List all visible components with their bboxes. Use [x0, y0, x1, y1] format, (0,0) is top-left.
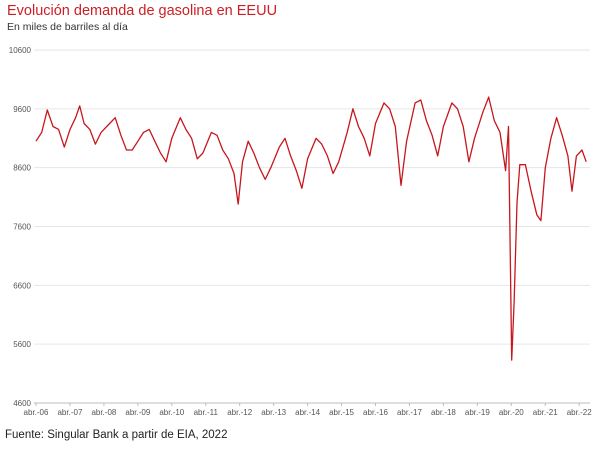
y-tick-label: 7600 — [13, 223, 31, 232]
x-tick-label: abr.-21 — [533, 408, 558, 417]
x-tick-label: abr.-11 — [194, 408, 219, 417]
y-tick-label: 5600 — [13, 340, 31, 349]
y-tick-label: 4600 — [13, 399, 31, 408]
y-tick-label: 9600 — [13, 105, 31, 114]
x-tick-label: abr.-13 — [261, 408, 286, 417]
x-axis: abr.-06 abr.-07 abr.-08 abr.-09 abr.-10 abr.-… — [24, 402, 592, 417]
x-tick-label: abr.-18 — [431, 408, 456, 417]
y-tick-label: 6600 — [13, 281, 31, 290]
chart-source: Fuente: Singular Bank a partir de EIA, 2… — [5, 429, 228, 441]
x-tick-label: abr.-16 — [363, 408, 388, 417]
y-tick-label: 10600 — [9, 46, 32, 55]
x-tick-label: abr.-22 — [567, 408, 592, 417]
series-layer — [35, 96, 587, 361]
y-axis: 4600 5600 6600 7600 8600 9600 10600 — [9, 46, 32, 408]
x-tick-label: abr.-15 — [329, 408, 354, 417]
grid-lines — [34, 49, 590, 404]
x-tick-label: abr.-10 — [159, 408, 184, 417]
x-tick-label: abr.-09 — [125, 408, 150, 417]
x-tick-label: abr.-08 — [91, 408, 116, 417]
x-tick-label: abr.-06 — [24, 408, 49, 417]
x-tick-label: abr.-07 — [57, 408, 82, 417]
x-tick-label: abr.-14 — [295, 408, 320, 417]
series-line-0 — [35, 96, 587, 361]
x-tick-label: abr.-17 — [397, 408, 422, 417]
chart-title: Evolución demanda de gasolina en EEUU — [7, 3, 278, 19]
y-tick-label: 8600 — [13, 164, 31, 173]
chart-subtitle: En miles de barriles al día — [7, 21, 128, 33]
x-tick-label: abr.-20 — [499, 408, 524, 417]
x-tick-label: abr.-12 — [227, 408, 252, 417]
x-tick-label: abr.-19 — [465, 408, 490, 417]
